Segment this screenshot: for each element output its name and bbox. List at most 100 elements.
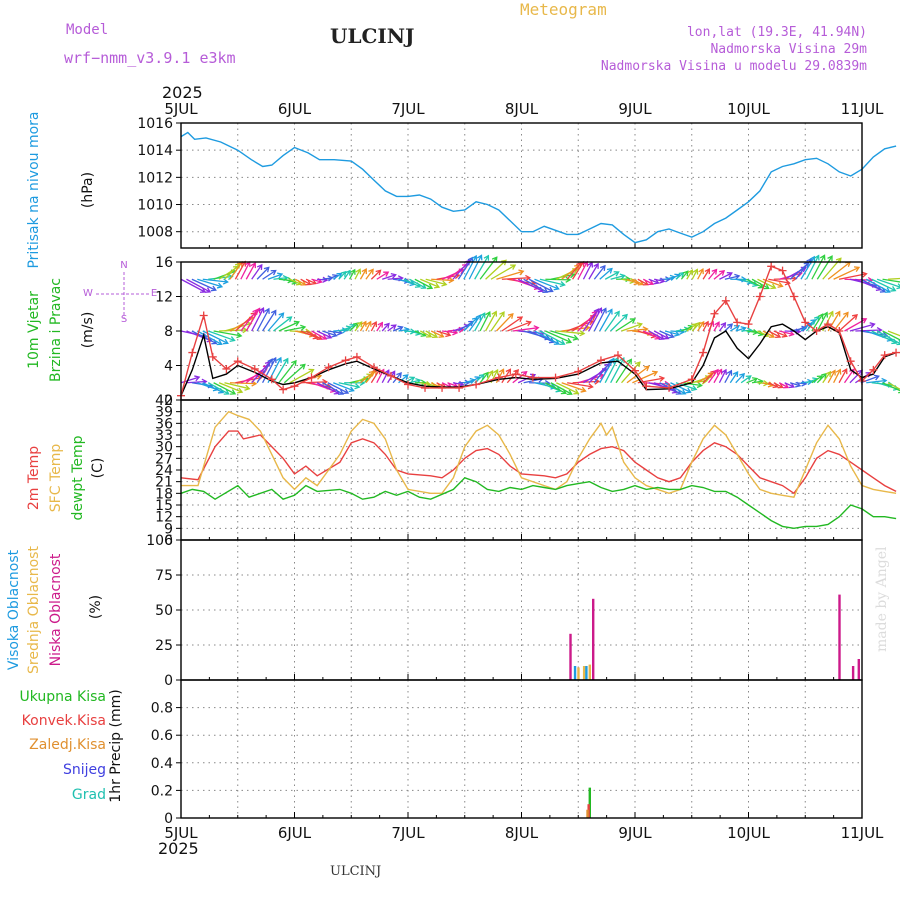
wind-arrow [659, 330, 674, 338]
wind-arrow-head [721, 368, 727, 375]
wind-arrow [610, 274, 625, 280]
wind-arrow-head [278, 312, 285, 319]
wind-arrow-head [696, 381, 703, 389]
wind-arrow-head [553, 284, 560, 291]
wind-arrow [420, 278, 440, 288]
wind-arrow-head [525, 320, 532, 327]
gust-marker [341, 356, 350, 365]
y-tick-label: 4 [164, 359, 173, 375]
wind-arrow [833, 266, 860, 280]
bar-niska [838, 594, 841, 680]
wind-arrow [224, 382, 250, 390]
wind-arrow [724, 275, 740, 280]
compass-letter: W [83, 288, 93, 299]
wind-arrow [784, 382, 795, 388]
wind-arrow-head [322, 276, 329, 283]
wind-arrow [751, 380, 763, 384]
gust-marker [438, 383, 447, 392]
wind-arrow [234, 261, 246, 280]
wind-arrow-head [698, 268, 704, 275]
wind-arrow-head [783, 382, 790, 389]
wind-arrow-head [651, 370, 659, 377]
wind-arrow [468, 314, 482, 332]
wind-arrow [501, 277, 530, 280]
wind-arrow [300, 278, 311, 286]
wind-arrow-head [517, 316, 524, 322]
wind-arrow [708, 369, 719, 384]
wind-arrow [773, 382, 783, 389]
wind-arrow-head [619, 273, 626, 280]
lonlat-text: lon,lat (19.3E, 41.94N) [687, 25, 867, 40]
wind-arrow-head [286, 316, 293, 322]
wind-arrow [871, 278, 896, 292]
wind-arrow-head [853, 266, 861, 272]
wind-arrow [876, 330, 900, 345]
wind-arrow [539, 278, 565, 286]
wind-arrow [322, 382, 344, 395]
wind-arrow-head [569, 272, 576, 279]
wind-arrow-head [254, 307, 261, 314]
x-tick-label-top: 11JUL [841, 100, 884, 118]
wind-arrow-head [383, 271, 390, 277]
wind-arrow [691, 322, 701, 332]
wind-arrow [528, 330, 555, 343]
y-tick-label: 12 [155, 510, 173, 526]
wind-arrow [191, 278, 217, 291]
wind-arrow [626, 328, 648, 332]
wind-arrow [588, 307, 602, 332]
wind-arrow-head [383, 322, 390, 329]
wind-arrow-head [673, 330, 681, 337]
wind-arrow [327, 330, 342, 334]
wind-arrow [359, 268, 367, 280]
wind-arrow [403, 278, 421, 288]
y-tick-label: 42 [155, 393, 173, 409]
wind-arrow-head [861, 318, 868, 324]
wind-arrow [675, 272, 685, 280]
wind-arrow [789, 382, 801, 387]
compass-letter: N [120, 260, 127, 271]
gust-marker [778, 266, 787, 275]
wind-arrow-head [726, 369, 733, 376]
wind-arrow-head [572, 334, 579, 341]
gust-marker [386, 371, 395, 380]
wind-arrow [207, 382, 230, 395]
wind-arrow [316, 330, 332, 339]
wind-arrow [484, 311, 497, 332]
gust-marker [721, 296, 730, 305]
wind-arrow [762, 382, 773, 387]
gust-marker [687, 375, 696, 384]
wind-arrow-head [763, 283, 770, 290]
wind-arrow [642, 278, 654, 285]
wind-arrow-head [485, 310, 491, 318]
wind-arrow [566, 262, 582, 280]
gust-marker [472, 380, 481, 389]
wind-arrow-head [827, 255, 833, 262]
wind-arrow-head [682, 270, 689, 277]
legend-precip-item: Ukupna Kisa [19, 689, 106, 705]
compass-letter: S [121, 314, 127, 325]
wind-arrow [349, 269, 356, 280]
wind-arrow-head [542, 287, 549, 294]
gust-marker [352, 352, 361, 361]
wind-arrow [534, 278, 559, 290]
wind-arrow [501, 316, 523, 332]
wind-arrow [333, 382, 354, 392]
x-tick-label-bottom: 11JUL [841, 824, 884, 842]
wind-arrow-head [244, 384, 251, 391]
wind-arrow-head [814, 254, 820, 261]
wind-arrow [621, 361, 641, 384]
wind-arrow [806, 378, 818, 384]
gust-marker [613, 351, 622, 360]
wind-arrow [207, 330, 235, 342]
y-tick-label: 21 [155, 475, 173, 491]
wind-arrow [186, 380, 207, 384]
panel-frame [180, 679, 863, 819]
wind-arrow-head [426, 332, 433, 338]
compass-cross [96, 272, 150, 318]
wind-arrow-head [680, 389, 687, 395]
wind-arrow-head [448, 277, 455, 284]
wind-arrow [354, 269, 361, 280]
gust-marker [233, 357, 242, 366]
wind-arrow [354, 321, 363, 332]
gust-marker [631, 366, 639, 375]
